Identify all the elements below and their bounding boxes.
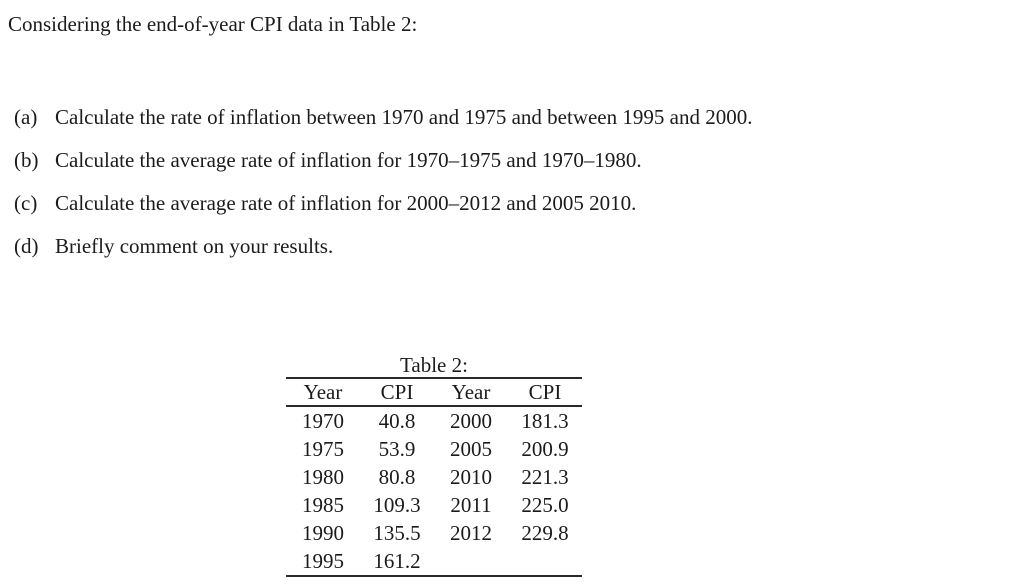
table-caption: Table 2: xyxy=(286,354,582,379)
table-cell: 2000 xyxy=(450,408,492,433)
question-intro: Considering the end-of-year CPI data in … xyxy=(8,12,418,36)
table-cell: 2012 xyxy=(450,520,492,545)
table-cell: 2011 xyxy=(450,492,492,517)
table-cell: 40.8 xyxy=(378,408,416,433)
item-label-d: (d) xyxy=(14,234,39,258)
table-row: 1975 53.9 2005 200.9 xyxy=(286,435,582,463)
table-cell: 1990 xyxy=(302,520,344,545)
question-item-d: (d) Briefly comment on your results. xyxy=(14,235,752,258)
table-cell xyxy=(508,547,582,576)
cpi-table: Year CPI Year CPI 1970 40.8 2000 181.3 1… xyxy=(286,379,582,577)
item-text-d: Briefly comment on your results. xyxy=(55,234,334,258)
table-cell: 1985 xyxy=(302,492,344,517)
table-cell: 1980 xyxy=(302,464,344,489)
table-cell: 2010 xyxy=(450,464,492,489)
table-header-cell: CPI xyxy=(360,379,434,407)
item-text-a: Calculate the rate of inflation between … xyxy=(55,105,753,129)
table-header-row: Year CPI Year CPI xyxy=(286,379,582,407)
table-cell: 221.3 xyxy=(521,464,569,489)
table-row: 1970 40.8 2000 181.3 xyxy=(286,406,582,435)
question-item-a: (a) Calculate the rate of inflation betw… xyxy=(14,106,752,129)
table-cell: 229.8 xyxy=(521,520,569,545)
table-row: 1985 109.3 2011 225.0 xyxy=(286,491,582,519)
table-cell: 200.9 xyxy=(521,436,569,461)
table-header-cell: Year xyxy=(434,379,508,407)
item-label-a: (a) xyxy=(14,105,38,129)
table-cell: 1970 xyxy=(302,408,344,433)
table-header-cell: CPI xyxy=(508,379,582,407)
table-cell: 1975 xyxy=(302,436,344,461)
table-row: 1980 80.8 2010 221.3 xyxy=(286,463,582,491)
question-item-b: (b) Calculate the average rate of inflat… xyxy=(14,149,752,172)
table-cell xyxy=(434,547,508,576)
table-cell: 181.3 xyxy=(521,408,569,433)
item-label-b: (b) xyxy=(14,148,39,172)
table-cell: 2005 xyxy=(450,436,492,461)
question-item-c: (c) Calculate the average rate of inflat… xyxy=(14,192,752,215)
table-cell: 109.3 xyxy=(373,492,421,517)
table-cell: 80.8 xyxy=(378,464,416,489)
item-label-c: (c) xyxy=(14,191,38,215)
table-header-cell: Year xyxy=(286,379,360,407)
table-cell: 53.9 xyxy=(378,436,416,461)
table-row: 1995 161.2 xyxy=(286,547,582,576)
table-row: 1990 135.5 2012 229.8 xyxy=(286,519,582,547)
table-cell: 161.2 xyxy=(373,548,421,573)
cpi-table-block: Table 2: Year CPI Year CPI 1970 40.8 200… xyxy=(286,354,582,577)
table-cell: 1995 xyxy=(302,548,344,573)
table-cell: 225.0 xyxy=(521,492,569,517)
item-text-b: Calculate the average rate of inflation … xyxy=(55,148,642,172)
table-cell: 135.5 xyxy=(373,520,421,545)
question-list: (a) Calculate the rate of inflation betw… xyxy=(14,106,752,258)
item-text-c: Calculate the average rate of inflation … xyxy=(55,191,637,215)
